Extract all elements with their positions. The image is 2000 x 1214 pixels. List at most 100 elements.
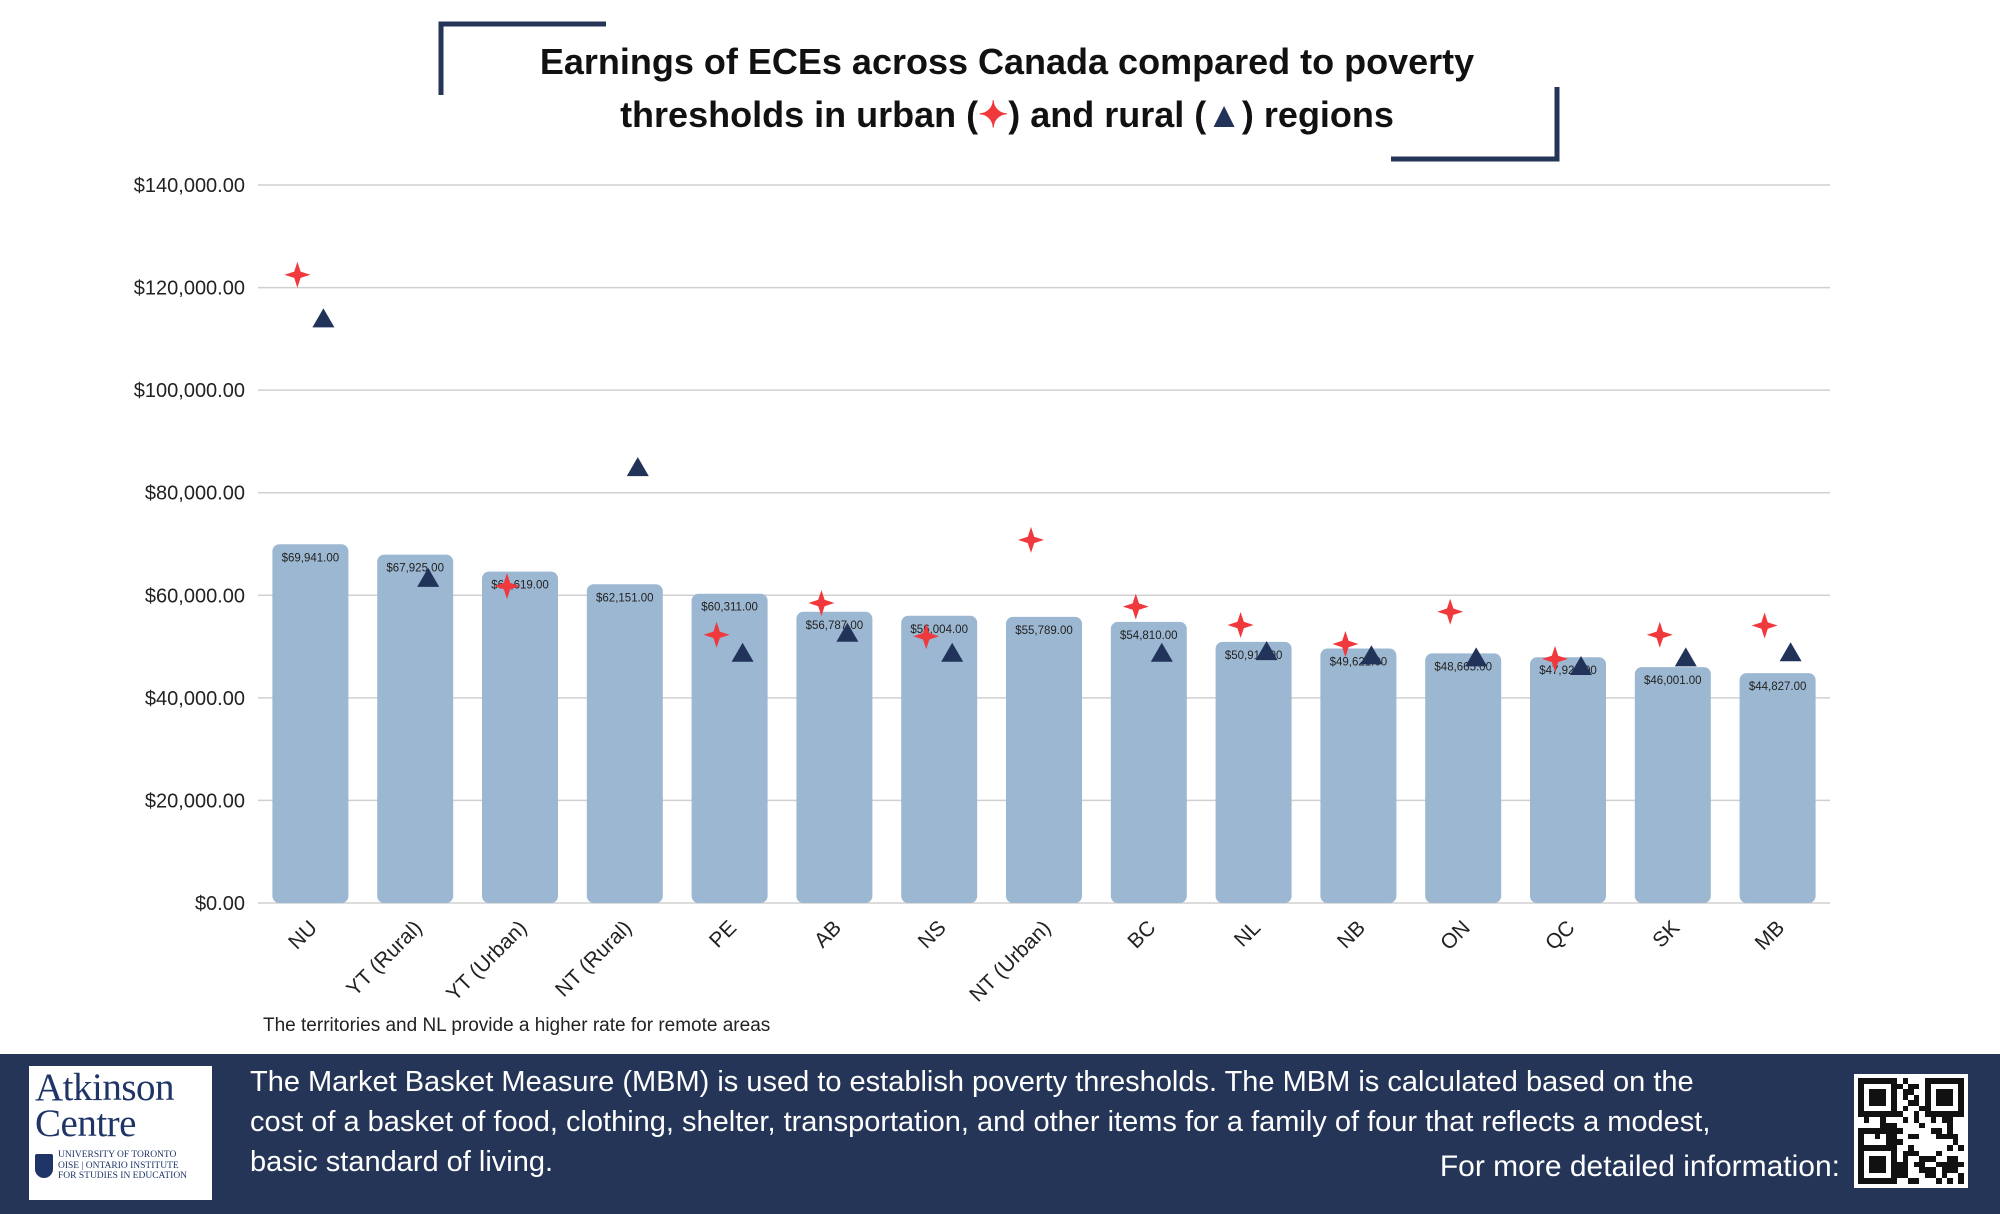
x-tick-label: SK [1648, 916, 1684, 952]
x-tick-label: AB [810, 916, 846, 952]
title-part-1: thresholds in urban ( [620, 94, 978, 135]
urban-threshold-star-icon [1751, 612, 1778, 639]
x-tick-label: NB [1333, 916, 1370, 953]
bar-value-label: $46,001.00 [1644, 675, 1702, 687]
bar-value-label: $54,810.00 [1120, 630, 1178, 642]
title-rural-triangle-icon: ▲ [1206, 94, 1242, 135]
logo-sub-line1: UNIVERSITY OF TORONTO [58, 1150, 177, 1160]
urban-threshold-star-icon [1437, 598, 1464, 625]
title-frame-top-left [438, 21, 606, 95]
y-tick-label: $100,000.00 [134, 380, 245, 402]
bar-value-label: $67,925.00 [386, 563, 444, 575]
x-tick-label: QC [1541, 916, 1580, 955]
urban-threshold-star-icon [1227, 612, 1254, 638]
qr-code-icon[interactable] [1854, 1074, 1968, 1188]
logo-name-line1: Atkinson [35, 1066, 175, 1109]
logo-name-line2: Centre [35, 1102, 136, 1145]
bar-value-label: $69,941.00 [282, 552, 340, 564]
x-tick-label: MB [1751, 916, 1790, 955]
rural-threshold-triangle-icon [1779, 642, 1802, 662]
bar-nt-urban [1006, 616, 1082, 903]
bars [272, 544, 1816, 903]
title-urban-star-icon: ✦ [978, 94, 1008, 135]
rural-threshold-triangle-icon [941, 642, 964, 662]
bar-ns [901, 615, 978, 903]
y-tick-label: $40,000.00 [145, 688, 245, 710]
urban-threshold-star-icon [494, 573, 520, 600]
chart: Earnings of ECEs across Canada compared … [134, 21, 1830, 1036]
bar-value-label: $55,789.00 [1015, 625, 1073, 637]
bar-mb [1739, 673, 1816, 903]
title-frame-bottom-right [1391, 87, 1560, 162]
x-tick-label: BC [1123, 916, 1160, 953]
rural-threshold-triangle-icon [417, 567, 440, 587]
rural-threshold-triangle-icon [626, 457, 649, 477]
y-tick-label: $60,000.00 [145, 585, 245, 607]
chart-title-line1: Earnings of ECEs across Canada compared … [540, 41, 1474, 82]
mbm-description: The Market Basket Measure (MBM) is used … [250, 1066, 1711, 1178]
bar-qc [1530, 657, 1606, 903]
urban-threshold-star-icon [1332, 631, 1359, 657]
x-tick-label: NS [914, 916, 951, 953]
logo-sub-line2: OISE | ONTARIO INSTITUTE [58, 1160, 179, 1171]
bar-pe [691, 593, 768, 903]
x-tick-label: ON [1436, 916, 1475, 955]
chart-title-line2: thresholds in urban (✦) and rural (▲) re… [620, 94, 1394, 135]
bar-nu [272, 544, 349, 903]
rural-threshold-triangle-icon [836, 622, 859, 642]
urban-threshold-star-icon [808, 590, 835, 616]
bar-value-label: $60,311.00 [701, 602, 758, 614]
bar-nl [1215, 641, 1292, 903]
y-tick-label: $120,000.00 [134, 278, 245, 300]
bar-value-label: $44,827.00 [1749, 681, 1807, 693]
logo-subtitle: UNIVERSITY OF TORONTO OISE | ONTARIO INS… [35, 1150, 206, 1182]
x-tick-label: PE [705, 916, 741, 952]
urban-threshold-star-icon [1646, 621, 1673, 648]
title-part-3: ) regions [1242, 94, 1394, 135]
x-axis-ticks: NU YT (Rural) YT (Urban) NT (Rural) PE AB NS NT… [284, 916, 1789, 1006]
x-tick-label: NT (Rural) [551, 916, 636, 1001]
rural-threshold-triangle-icon [1465, 647, 1488, 667]
bar-value-label: $56,004.00 [910, 624, 968, 636]
bar-nb [1320, 648, 1397, 903]
y-tick-label: $20,000.00 [145, 790, 245, 812]
urban-threshold-star-icon [1542, 645, 1568, 672]
rural-threshold-triangle-icon [1150, 642, 1173, 662]
x-tick-label: NL [1230, 916, 1265, 951]
rural-threshold-triangle-icon [1570, 656, 1592, 676]
bar-ab [796, 611, 873, 903]
uoft-crest-icon [35, 1153, 53, 1178]
bar-sk [1634, 667, 1711, 903]
bar-yt-rural [377, 554, 454, 903]
footer-banner: Atkinson Centre UNIVERSITY OF TORONTO OI… [0, 1054, 2000, 1214]
x-tick-label: YT (Rural) [342, 916, 426, 1000]
threshold-markers [284, 261, 1802, 676]
x-tick-label: NU [284, 916, 322, 954]
urban-threshold-star-icon [1122, 593, 1149, 620]
bar-value-label: $56,787.00 [806, 620, 864, 632]
more-info-text: For more detailed information: [1439, 1150, 1840, 1183]
urban-threshold-star-icon [913, 623, 940, 650]
bar-on [1425, 653, 1502, 903]
logo-sub-line3: FOR STUDIES IN EDUCATION [58, 1171, 188, 1181]
rural-threshold-triangle-icon [312, 308, 335, 328]
bar-yt-urban [482, 571, 558, 903]
y-tick-label: $0.00 [195, 893, 245, 915]
x-tick-label: NT (Urban) [965, 916, 1055, 1006]
bar-nt-rural [586, 584, 663, 903]
atkinson-centre-logo[interactable]: Atkinson Centre UNIVERSITY OF TORONTO OI… [29, 1066, 212, 1200]
y-axis-ticks: $0.00 $20,000.00 $40,000.00 $60,000.00 $80,0… [134, 175, 245, 915]
x-tick-label: YT (Urban) [442, 916, 531, 1005]
y-tick-label: $80,000.00 [145, 483, 245, 505]
rural-threshold-triangle-icon [731, 642, 754, 662]
y-tick-label: $140,000.00 [134, 175, 245, 197]
logo-sub-lines: UNIVERSITY OF TORONTO OISE | ONTARIO INS… [58, 1150, 187, 1182]
urban-threshold-star-icon [284, 261, 311, 288]
rural-threshold-triangle-icon [1255, 641, 1278, 661]
urban-threshold-star-icon [703, 621, 730, 648]
logo-wordmark: Atkinson Centre [35, 1066, 206, 1145]
bar-value-label: $62,151.00 [596, 592, 654, 604]
title-part-2: ) and rural ( [1008, 94, 1206, 135]
bar-bc [1110, 621, 1187, 903]
rural-threshold-triangle-icon [1674, 647, 1697, 667]
